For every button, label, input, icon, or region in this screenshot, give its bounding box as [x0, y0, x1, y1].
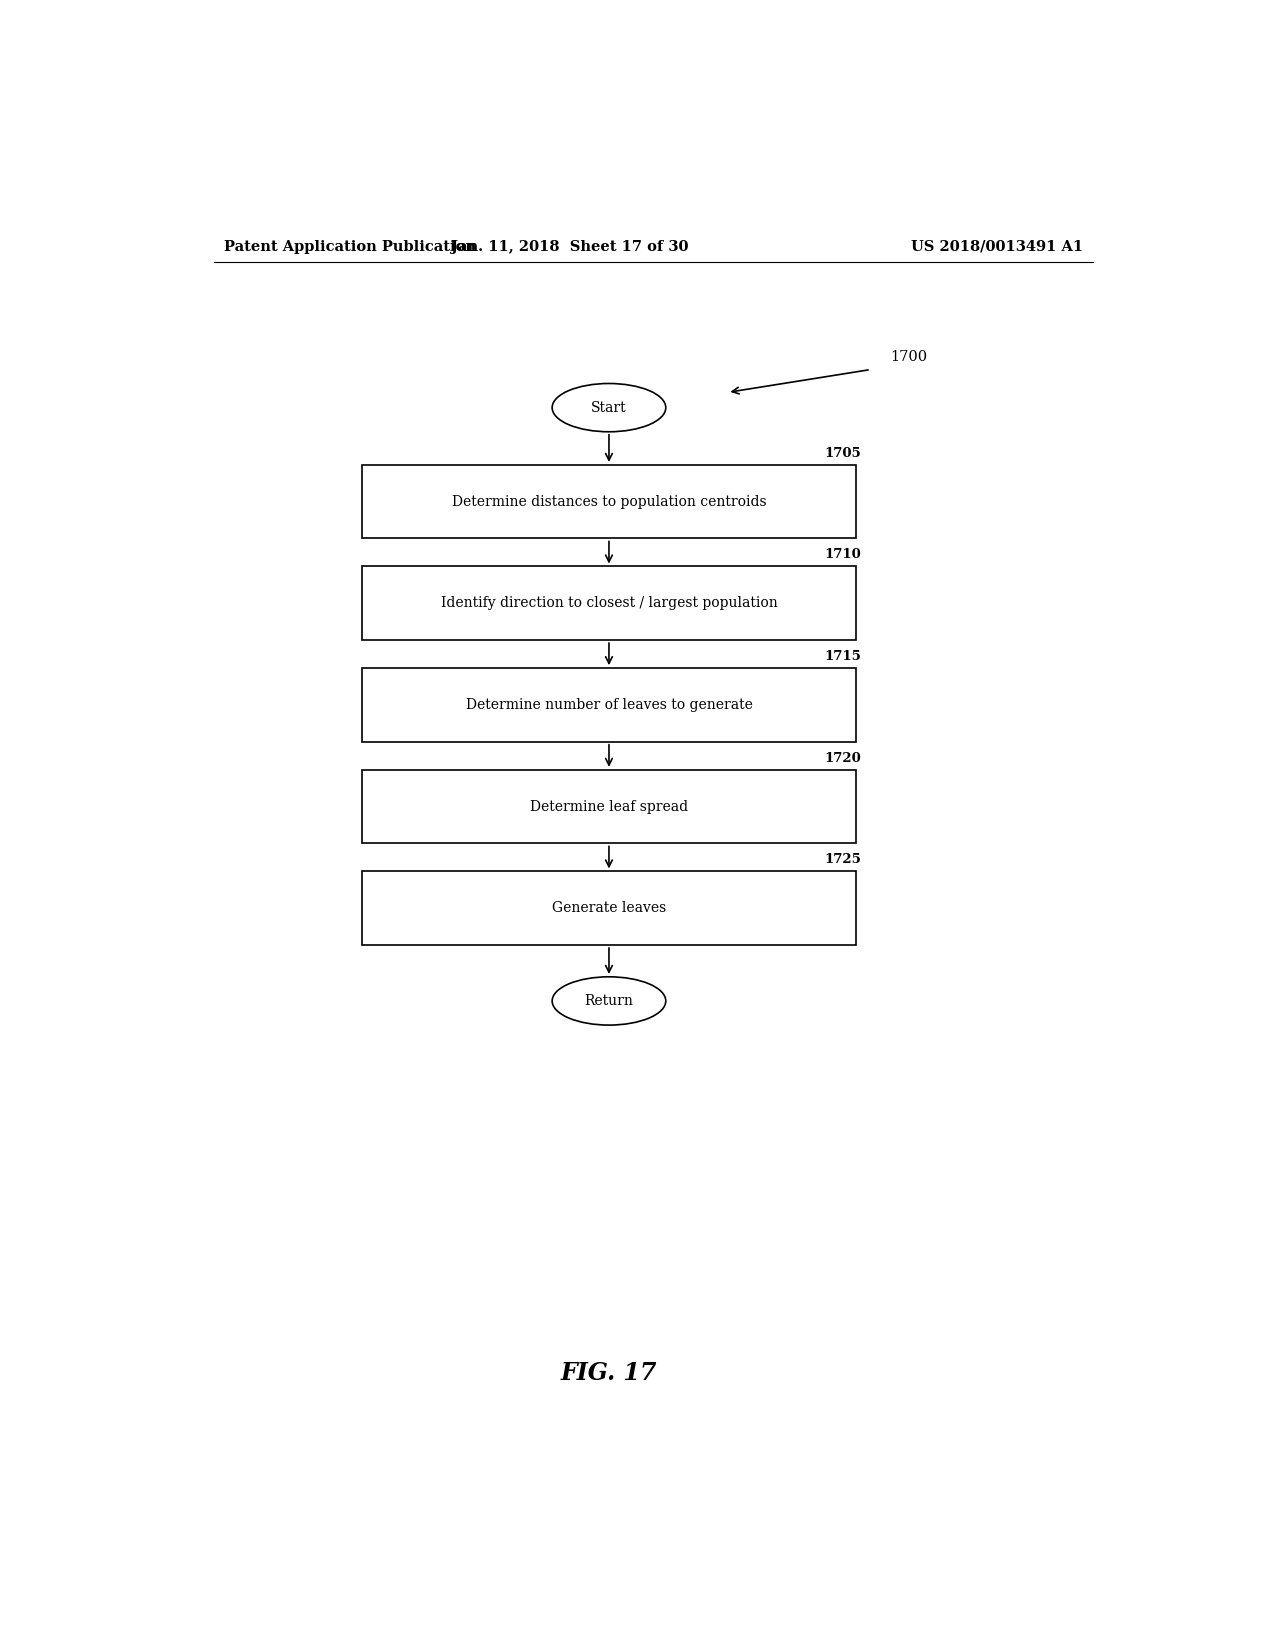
Bar: [362, 465, 856, 538]
Text: Generate leaves: Generate leaves: [552, 901, 666, 916]
Text: Return: Return: [584, 993, 634, 1008]
Text: 1720: 1720: [824, 752, 861, 764]
Bar: [362, 871, 856, 945]
Ellipse shape: [552, 383, 666, 432]
Bar: [362, 668, 856, 742]
Ellipse shape: [552, 977, 666, 1025]
Text: 1700: 1700: [890, 350, 928, 363]
Text: Patent Application Publication: Patent Application Publication: [223, 239, 476, 254]
Text: FIG. 17: FIG. 17: [561, 1361, 657, 1386]
Text: Determine leaf spread: Determine leaf spread: [530, 800, 688, 813]
Text: 1710: 1710: [824, 548, 861, 561]
Text: Determine number of leaves to generate: Determine number of leaves to generate: [465, 698, 752, 711]
Text: Start: Start: [592, 401, 627, 414]
Text: Determine distances to population centroids: Determine distances to population centro…: [451, 495, 766, 508]
Text: Identify direction to closest / largest population: Identify direction to closest / largest …: [441, 596, 778, 610]
Text: US 2018/0013491 A1: US 2018/0013491 A1: [912, 239, 1084, 254]
Text: 1705: 1705: [824, 447, 861, 460]
Bar: [362, 566, 856, 640]
Bar: [362, 769, 856, 843]
Text: 1715: 1715: [824, 650, 861, 663]
Text: 1725: 1725: [824, 853, 861, 866]
Text: Jan. 11, 2018  Sheet 17 of 30: Jan. 11, 2018 Sheet 17 of 30: [450, 239, 688, 254]
